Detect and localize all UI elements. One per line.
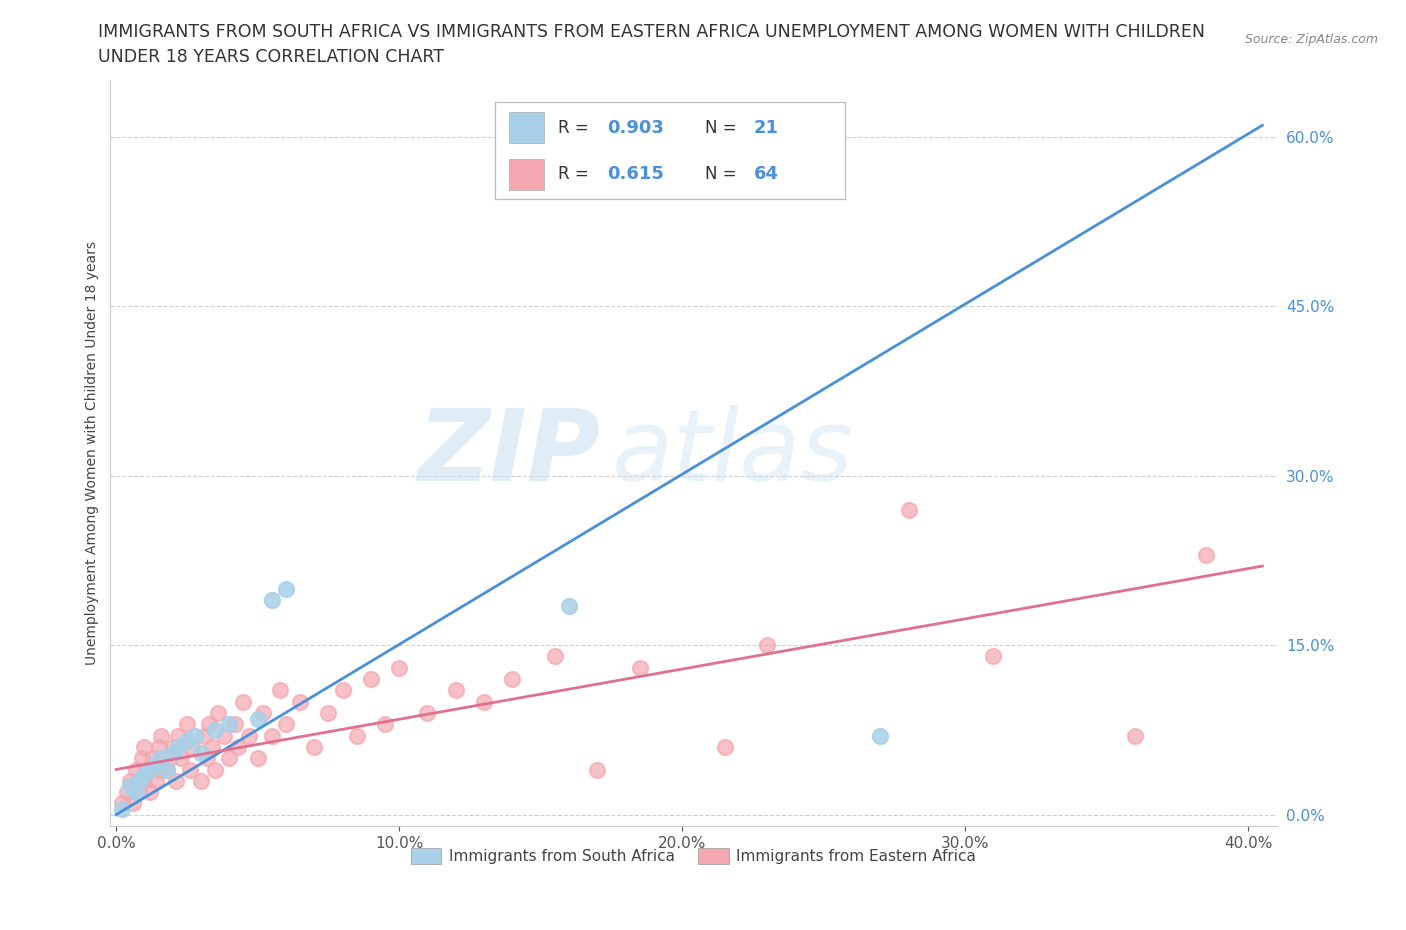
Y-axis label: Unemployment Among Women with Children Under 18 years: Unemployment Among Women with Children U… (86, 241, 100, 665)
Point (162, 739, 184, 754)
Text: UNDER 18 YEARS CORRELATION CHART: UNDER 18 YEARS CORRELATION CHART (98, 48, 444, 66)
Point (195, 751, 218, 765)
Point (198, 717, 221, 732)
Point (288, 695, 311, 710)
Point (145, 774, 167, 789)
Point (176, 717, 198, 732)
Point (139, 785, 162, 800)
Text: Source: ZipAtlas.com: Source: ZipAtlas.com (1244, 33, 1378, 46)
Point (274, 717, 297, 732)
Point (558, 598, 581, 613)
Point (269, 683, 291, 698)
Point (120, 779, 142, 794)
Point (1195, 548, 1218, 563)
Point (388, 660, 411, 675)
Point (226, 739, 249, 754)
Point (125, 762, 148, 777)
Point (756, 638, 779, 653)
Point (111, 796, 134, 811)
Point (122, 796, 145, 811)
Point (159, 751, 181, 765)
Point (204, 762, 226, 777)
Point (131, 751, 153, 765)
Point (586, 762, 609, 777)
Point (212, 728, 235, 743)
Point (165, 774, 187, 789)
Point (246, 751, 269, 765)
Point (125, 785, 148, 800)
Point (274, 581, 297, 596)
Point (167, 739, 190, 754)
Point (260, 728, 283, 743)
Point (156, 762, 179, 777)
Text: atlas: atlas (612, 405, 853, 501)
Point (201, 739, 224, 754)
Point (117, 785, 139, 800)
Point (501, 671, 523, 686)
Point (218, 751, 240, 765)
Point (416, 706, 439, 721)
Point (167, 728, 190, 743)
Point (628, 660, 651, 675)
Point (111, 802, 134, 817)
Point (128, 785, 150, 800)
Point (983, 649, 1005, 664)
Point (544, 649, 567, 664)
Point (162, 745, 184, 760)
Point (238, 728, 260, 743)
Point (332, 683, 354, 698)
Point (148, 762, 170, 777)
Point (193, 728, 215, 743)
Point (246, 711, 269, 726)
Point (204, 723, 226, 737)
Point (150, 751, 173, 765)
Point (360, 671, 382, 686)
Point (224, 717, 246, 732)
Point (302, 739, 325, 754)
Point (897, 502, 920, 517)
Point (207, 706, 229, 721)
Point (1123, 728, 1146, 743)
Point (252, 706, 274, 721)
Point (134, 739, 156, 754)
Point (176, 734, 198, 749)
Point (346, 728, 368, 743)
Point (142, 751, 165, 765)
Point (139, 762, 162, 777)
Point (218, 717, 240, 732)
Point (120, 774, 142, 789)
Point (190, 774, 212, 789)
Point (156, 762, 179, 777)
Point (472, 695, 495, 710)
Point (184, 728, 207, 743)
Text: IMMIGRANTS FROM SOUTH AFRICA VS IMMIGRANTS FROM EASTERN AFRICA UNEMPLOYMENT AMON: IMMIGRANTS FROM SOUTH AFRICA VS IMMIGRAN… (98, 23, 1205, 41)
Point (170, 751, 193, 765)
Legend: Immigrants from South Africa, Immigrants from Eastern Africa: Immigrants from South Africa, Immigrants… (405, 843, 983, 870)
Point (190, 745, 212, 760)
Point (134, 767, 156, 782)
Point (134, 774, 156, 789)
Point (179, 762, 201, 777)
Point (260, 592, 283, 607)
Point (374, 717, 396, 732)
Point (318, 706, 340, 721)
Point (136, 762, 159, 777)
Point (148, 739, 170, 754)
Point (145, 756, 167, 771)
Point (713, 739, 735, 754)
Point (128, 774, 150, 789)
Point (181, 739, 204, 754)
Point (444, 683, 467, 698)
Point (150, 728, 173, 743)
Point (869, 728, 891, 743)
Point (232, 695, 254, 710)
Text: ZIP: ZIP (418, 405, 600, 501)
